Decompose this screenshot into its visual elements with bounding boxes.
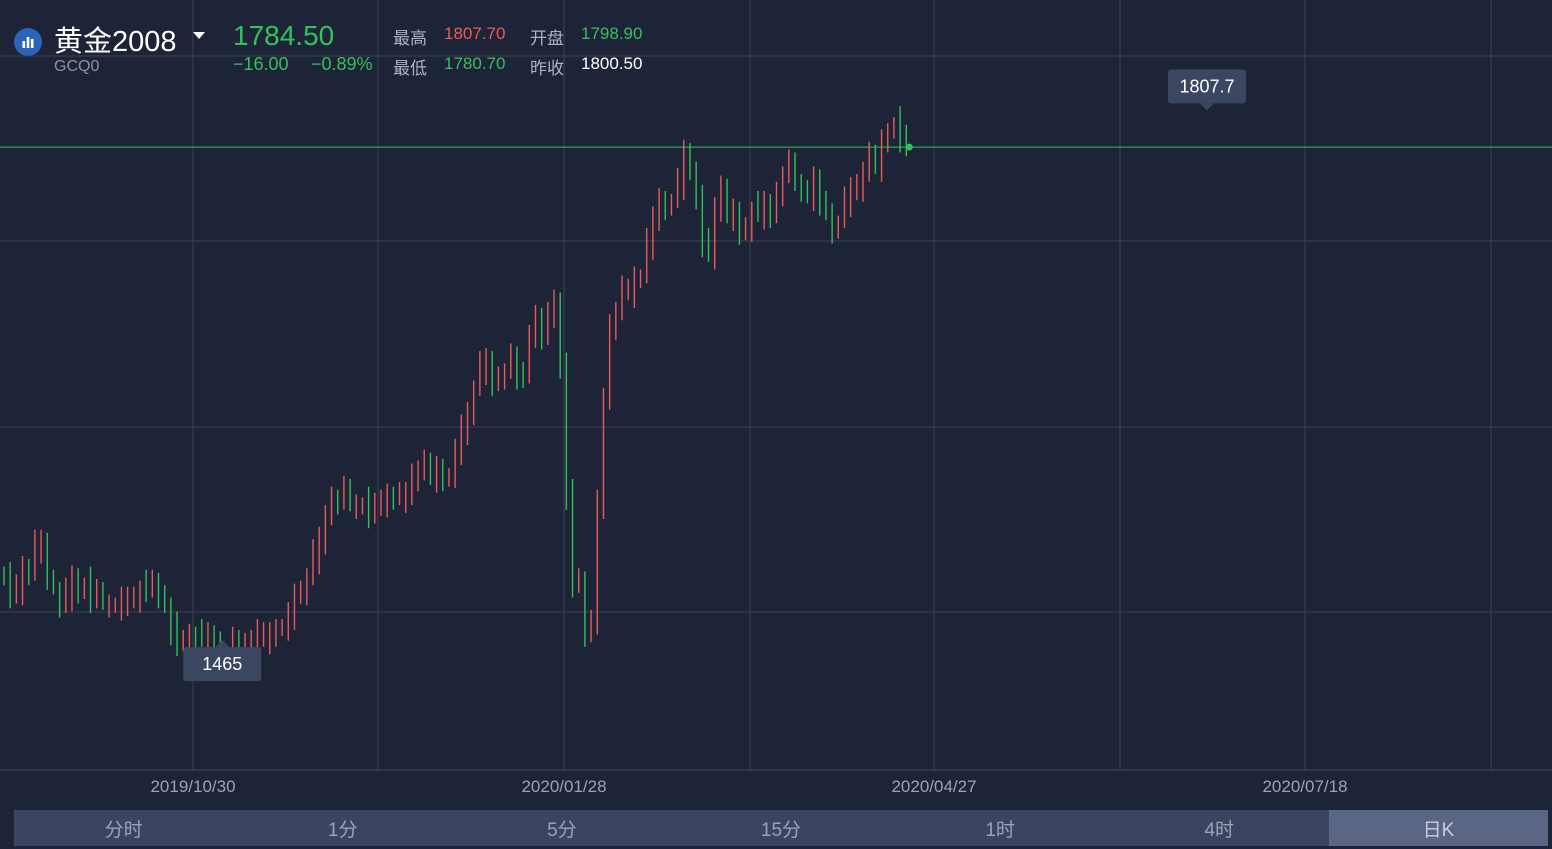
low-value: 1780.70 bbox=[444, 54, 506, 73]
last-price: 1784.50 bbox=[233, 20, 335, 51]
tab-5min[interactable]: 5分 bbox=[547, 819, 577, 841]
high-label: 最高 bbox=[393, 29, 427, 48]
low-callout: 1465 bbox=[183, 640, 262, 682]
low-callout-pointer bbox=[215, 640, 230, 648]
tab-1hour[interactable]: 1时 bbox=[985, 819, 1015, 841]
price-change-percent: −0.89% bbox=[311, 54, 373, 74]
instrument-code: GCQ0 bbox=[54, 58, 100, 75]
tab-1min[interactable]: 1分 bbox=[327, 819, 358, 841]
low-callout-box bbox=[183, 647, 262, 682]
x-tick-label: 2020/01/28 bbox=[521, 777, 606, 796]
current-price-dot bbox=[905, 143, 913, 151]
high-callout-pointer bbox=[1200, 103, 1214, 111]
chart-bars-icon[interactable] bbox=[14, 28, 42, 56]
high-value: 1807.70 bbox=[444, 24, 506, 43]
tab-timeshare[interactable]: 分时 bbox=[104, 819, 143, 841]
tab-15min[interactable]: 15分 bbox=[760, 819, 802, 841]
period-tabs: 分时 1分 5分 15分 1时 4时 日K bbox=[14, 810, 1548, 846]
high-callout-box bbox=[1168, 69, 1246, 104]
x-tick-label: 2020/07/18 bbox=[1262, 777, 1347, 796]
open-label: 开盘 bbox=[530, 29, 564, 48]
x-tick-label: 2019/10/30 bbox=[150, 777, 235, 796]
instrument-name[interactable]: 黄金2008 bbox=[54, 26, 177, 58]
tab-4hour[interactable]: 4时 bbox=[1204, 819, 1235, 841]
tab-daily-k[interactable]: 日K bbox=[1328, 810, 1548, 846]
x-tick-label: 2020/04/27 bbox=[891, 777, 976, 796]
open-value: 1798.90 bbox=[581, 24, 643, 43]
instrument-header: 黄金2008 GCQ0 1784.50 −16.00 −0.89% 最高 180… bbox=[0, 0, 1552, 90]
high-callout: 1807.7 bbox=[1168, 69, 1246, 111]
prev-close-label: 昨收 bbox=[530, 59, 564, 78]
dropdown-caret-icon[interactable] bbox=[193, 32, 205, 39]
price-change: −16.00 bbox=[233, 54, 289, 74]
low-label: 最低 bbox=[393, 59, 427, 78]
candlestick-chart[interactable]: 2019/10/30 2020/01/28 2020/04/27 2020/07/18… bbox=[0, 0, 1552, 806]
low-callout-text: 1465 bbox=[202, 654, 242, 674]
prev-close-value: 1800.50 bbox=[581, 54, 643, 73]
high-callout-text: 1807.7 bbox=[1179, 76, 1234, 96]
